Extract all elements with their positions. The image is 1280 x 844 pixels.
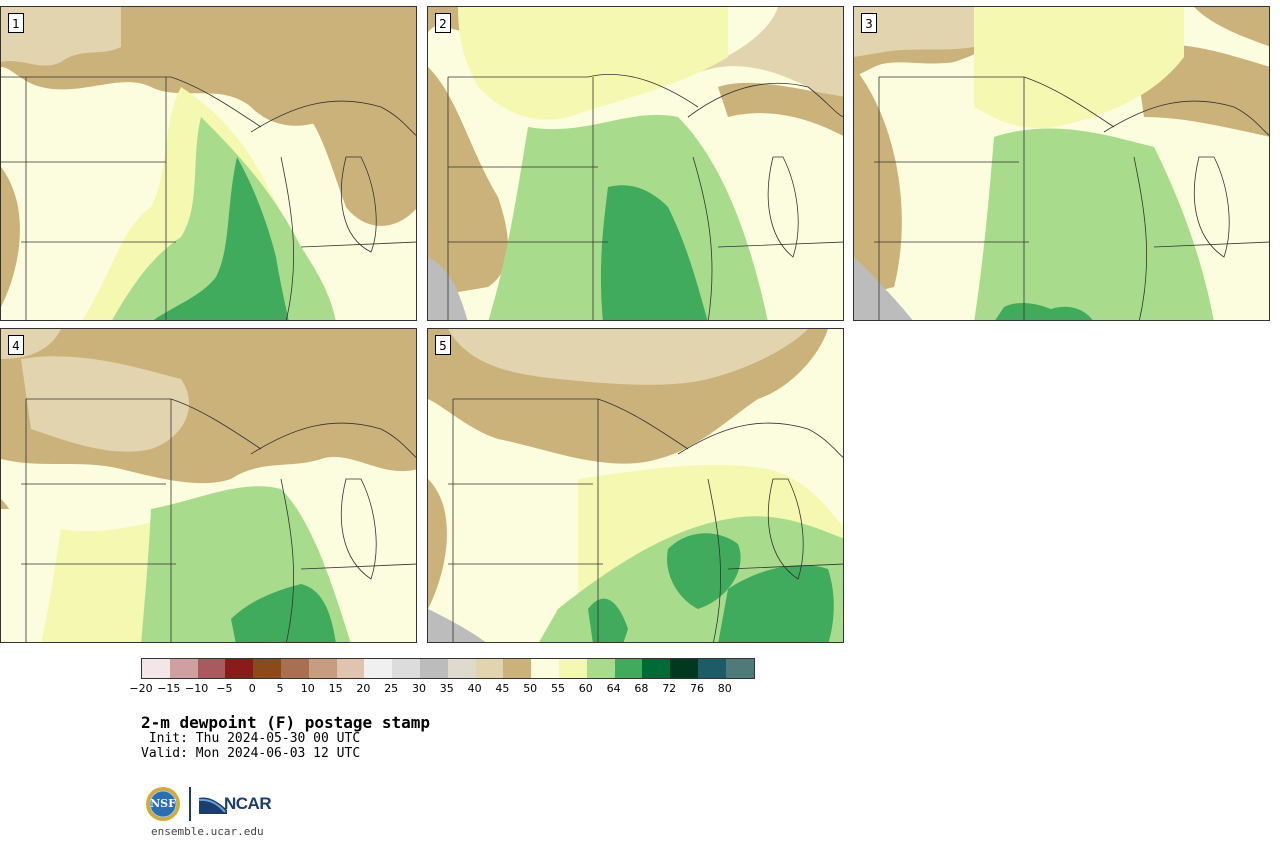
panel-number: 3 [861,13,877,33]
map-panel-1: 1 [0,6,417,321]
colorbar-tick-label: −20 [129,682,153,695]
colorbar-tick-label: 50 [523,682,538,695]
ncar-logo-text: NCAR [224,794,272,813]
panel-number: 2 [435,13,451,33]
colorbar-tick-label: 0 [248,682,256,695]
dewpoint-map-2 [428,7,843,320]
colorbar-swatch [447,659,476,678]
dewpoint-map-3 [854,7,1269,320]
colorbar-tick-label: −10 [184,682,209,695]
colorbar-swatch [586,659,615,678]
colorbar-swatch [225,659,254,678]
colorbar-swatch [558,659,587,678]
colorbar-tick-label: −15 [157,682,181,695]
map-panel-4: 4 [0,328,417,643]
ncar-logo: NCAR [199,794,272,814]
colorbar [141,658,755,679]
nsf-logo: NSF [145,786,181,822]
logo-divider [189,787,191,821]
colorbar-tick-label: 64 [606,682,621,695]
colorbar-tick-label: 72 [662,682,677,695]
colorbar-swatch [725,659,754,678]
website-url: ensemble.ucar.edu [151,825,264,838]
colorbar-swatch [197,659,226,678]
ncar-wave-icon [199,797,227,814]
colorbar-tick-label: 10 [300,682,315,695]
init-time: Init: Thu 2024-05-30 00 UTC [141,731,361,746]
colorbar-swatch [697,659,726,678]
colorbar-swatch [253,659,281,678]
colorbar-tick-label: 68 [634,682,649,695]
valid-time: Valid: Mon 2024-06-03 12 UTC [141,746,361,761]
colorbar-swatch [419,659,448,678]
colorbar-tick-label: 5 [276,682,284,695]
colorbar-swatch [670,659,698,678]
colorbar-swatch [503,659,532,678]
colorbar-tick-label: 40 [467,682,482,695]
dewpoint-map-4 [1,329,416,642]
colorbar-swatch [392,659,420,678]
colorbar-swatch [308,659,337,678]
colorbar-tick-label: 55 [551,682,565,695]
colorbar-swatch [475,659,504,678]
colorbar-tick-label: 60 [578,682,593,695]
colorbar-ticks: −20 −15 −10 −5 0 5 10 15 20 25 30 35 40 45 50 55 60 64 68 7… [128,682,768,696]
colorbar-tick-label: 20 [356,682,371,695]
colorbar-swatch [642,659,671,678]
figure-title: 2-m dewpoint (F) postage stamp [141,713,430,732]
colorbar-swatch [142,659,170,678]
nsf-logo-text: NSF [150,797,176,810]
panel-number: 5 [435,335,451,355]
colorbar-tick-label: 35 [439,682,454,695]
map-panel-2: 2 [427,6,844,321]
colorbar-tick-label: 45 [495,682,510,695]
colorbar-swatch [531,659,559,678]
dewpoint-map-5 [428,329,843,642]
logos: NSF NCAR [145,786,272,822]
colorbar-tick-label: 30 [412,682,426,695]
colorbar-tick-label: 80 [717,682,732,695]
dewpoint-map-1 [1,7,416,320]
colorbar-tick-label: 76 [690,682,704,695]
colorbar-swatch [336,659,365,678]
map-panel-3: 3 [853,6,1270,321]
colorbar-swatch [614,659,643,678]
colorbar-tick-label: 15 [328,682,343,695]
colorbar-tick-label: −5 [216,682,233,695]
panel-number: 4 [8,335,24,355]
colorbar-swatch [364,659,393,678]
panel-number: 1 [8,13,24,33]
map-panel-5: 5 [427,328,844,643]
colorbar-tick-label: 25 [384,682,399,695]
colorbar-swatch [169,659,198,678]
colorbar-swatch [280,659,309,678]
